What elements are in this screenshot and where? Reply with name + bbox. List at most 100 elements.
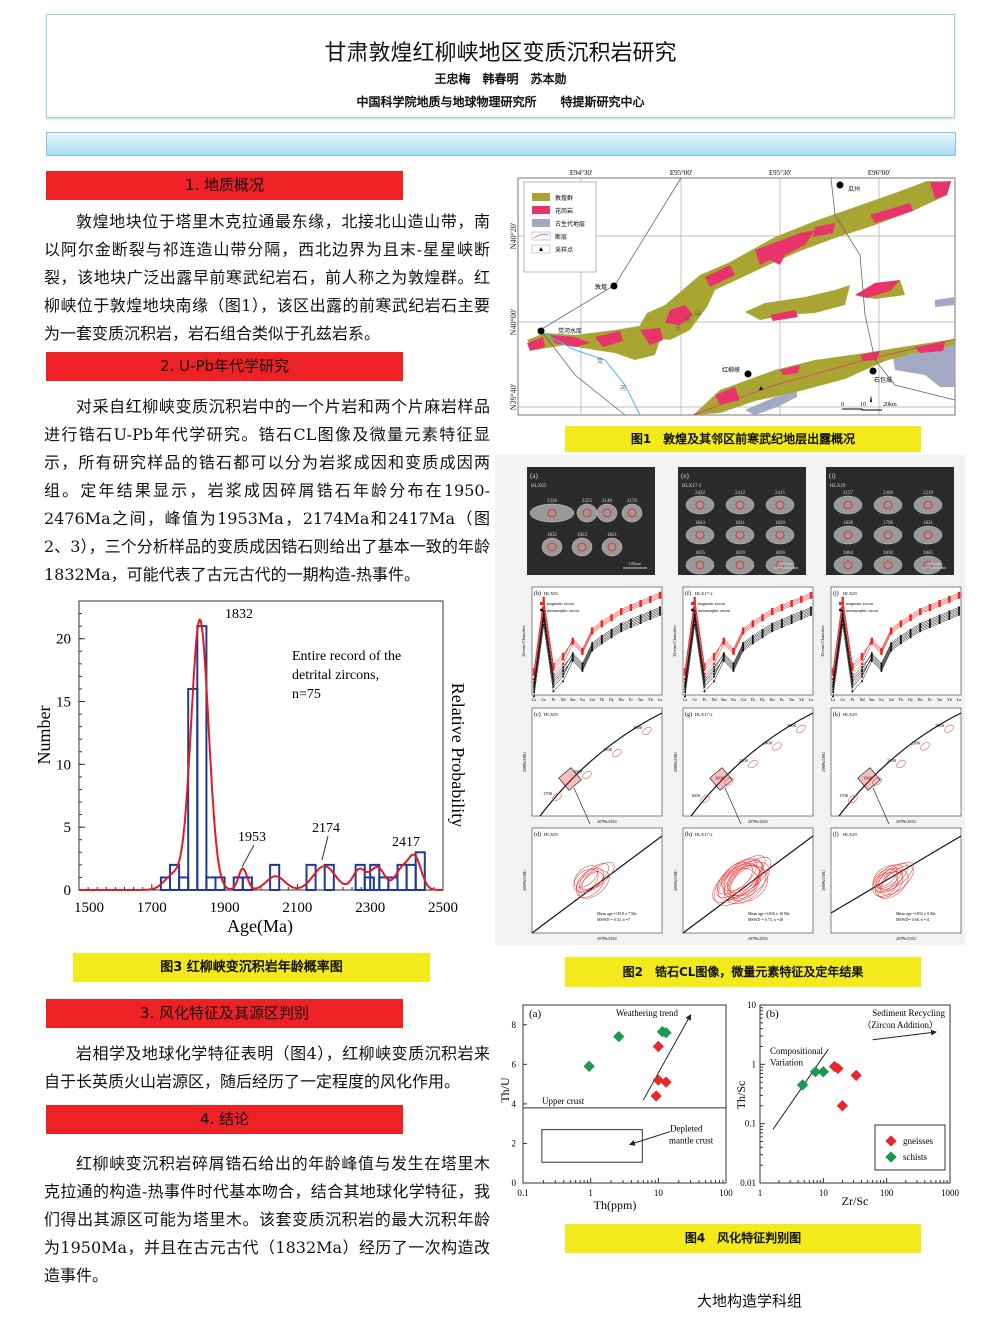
ree-pattern-line: [832, 595, 960, 670]
data-point: [613, 1030, 625, 1043]
dunhuang-group-belt: [527, 325, 660, 360]
y-tick-label: 6: [512, 1059, 517, 1069]
annotation-text: Depleted: [670, 1124, 703, 1134]
geological-map: E94°30' E95°00' E95°30' E96°00' N40°20' …: [509, 169, 956, 416]
concordia-age-label: 2300: [911, 740, 921, 745]
element-label: Nd: [860, 697, 865, 702]
peak-label: 2417: [392, 835, 420, 850]
panel-label: (l): [833, 831, 839, 838]
ree-pattern-plot: (j) HLX29 Zircon/Chondrite La Ce Pr Nd Sm Eu Gd Tb…: [820, 586, 962, 702]
ree-pattern-line: [684, 614, 812, 697]
analysis-spot: [695, 530, 705, 540]
analysis-spot: [843, 530, 853, 540]
zircon-grain: [621, 503, 643, 523]
element-label: Eu: [580, 697, 584, 702]
concordia-plot: (k)HLX29 1700 1900 2100 2300 2500 207Pb/235U 20…: [821, 707, 962, 825]
legend-marker-metamorphic: [540, 608, 543, 612]
grain-age-label: 1822: [577, 533, 588, 538]
ree-pattern-line: [533, 595, 661, 670]
ree-point: [533, 685, 535, 688]
zircon-grain: [873, 525, 903, 545]
plot-frame: [682, 827, 814, 934]
analysis-spot: [775, 530, 785, 540]
x-tick-label: 1000: [941, 1188, 960, 1198]
grain-age-label: 1804: [843, 551, 854, 556]
histogram-bar: [205, 876, 217, 892]
grain-age-label: 1831: [923, 521, 934, 526]
peak-label: 1953: [238, 830, 266, 845]
concordia-age-label: 2200: [739, 758, 749, 763]
sediment-recycling-arrow: [872, 1029, 937, 1041]
section-heading-upb: 2. U-Pb年代学研究: [46, 352, 403, 381]
sample-id: HLX17-2: [695, 832, 713, 837]
y-axis-label: Zircon/Chondrite: [521, 625, 526, 656]
data-point: [836, 1100, 849, 1112]
dang-river: [542, 332, 641, 416]
x-tick-label: 100: [719, 1188, 733, 1198]
element-label: Yb: [947, 697, 952, 702]
ree-pattern-line: [533, 607, 661, 685]
ree-point: [957, 596, 961, 599]
sample-id: HLX17-2: [695, 712, 713, 717]
data-point: [885, 1135, 897, 1147]
grain-age-label: 1830: [883, 551, 894, 556]
histogram-bar: [169, 863, 181, 892]
concordia-age-label: 1700: [543, 791, 553, 796]
legend-marker-metamorphic: [839, 608, 842, 612]
mean-age-text: Mean age =1818 ± 7 Ma: [597, 911, 637, 916]
legend-label: metamorphic zircon: [846, 608, 878, 613]
section-text-geology: 敦煌地块位于塔里木克拉通最东缘，北接北山造山带，南以阿尔金断裂与祁连造山带分隔，…: [44, 212, 490, 343]
cl-image-panel: (i) HLX29 2157 2369 2219 1838 1796 1831 1804 1830…: [826, 467, 954, 575]
error-ellipse: [612, 748, 622, 758]
annotation-text: detrital zircons,: [292, 668, 379, 683]
concordia-curve: [838, 712, 962, 817]
ree-pattern-line: [684, 595, 812, 670]
x-tick-label: 1: [588, 1188, 593, 1198]
analysis-spot: [883, 500, 893, 510]
analysis-spot: [627, 508, 637, 518]
x-axis-label: 207Pb/235U: [597, 819, 617, 824]
ree-point: [658, 596, 662, 599]
y-tick-label: 1: [752, 1059, 757, 1069]
error-ellipse: [772, 742, 782, 751]
plot-frame: [522, 1004, 727, 1184]
ree-point: [533, 695, 535, 698]
concordia-curve: [682, 835, 814, 934]
zircon-grain: [685, 495, 715, 515]
ree-point: [831, 668, 835, 671]
peak-pointer: [321, 835, 329, 861]
panel-label: (g): [685, 711, 692, 718]
zircon-grain: [833, 525, 863, 545]
zircon-grain: [601, 537, 623, 557]
grain-age-label: 2336: [547, 499, 558, 504]
sample-id: HLX05: [531, 484, 547, 489]
legend-paleozoic: 古生代地层: [555, 220, 585, 228]
zircon-grain: [576, 503, 598, 523]
element-label: Nd: [712, 697, 717, 702]
ree-point: [658, 594, 662, 598]
ree-pattern-line: [684, 610, 812, 692]
zoom-pointer: [573, 787, 591, 825]
element-label: Eu: [731, 697, 735, 702]
histogram-bar: [305, 863, 317, 892]
zircon-grain: [913, 555, 943, 575]
error-ellipse: [728, 864, 762, 897]
concordia-curve: [690, 712, 814, 817]
ree-pattern-line: [684, 611, 812, 690]
concordia-plot: (g)HLX17-2 1600 2000 2200 2400 2600 207Pb/235U…: [673, 707, 814, 825]
analysis-spot: [775, 500, 785, 510]
error-ellipse: [575, 871, 605, 898]
analysis-spot: [843, 560, 853, 570]
error-ellipse: [748, 759, 758, 769]
zircon-grain: [913, 525, 943, 545]
y-tick-label: 20: [56, 632, 71, 648]
sample-id: HLX29: [830, 484, 846, 489]
analysis-spot: [582, 508, 592, 518]
element-label: Sm: [570, 697, 576, 702]
grain-age-label: 1843: [695, 521, 706, 526]
grain-age-label: 1838: [843, 521, 854, 526]
element-label: Gd: [889, 697, 894, 702]
concordia-age-label: 1600: [691, 793, 701, 798]
dunhuang-group-belt: [745, 285, 850, 320]
